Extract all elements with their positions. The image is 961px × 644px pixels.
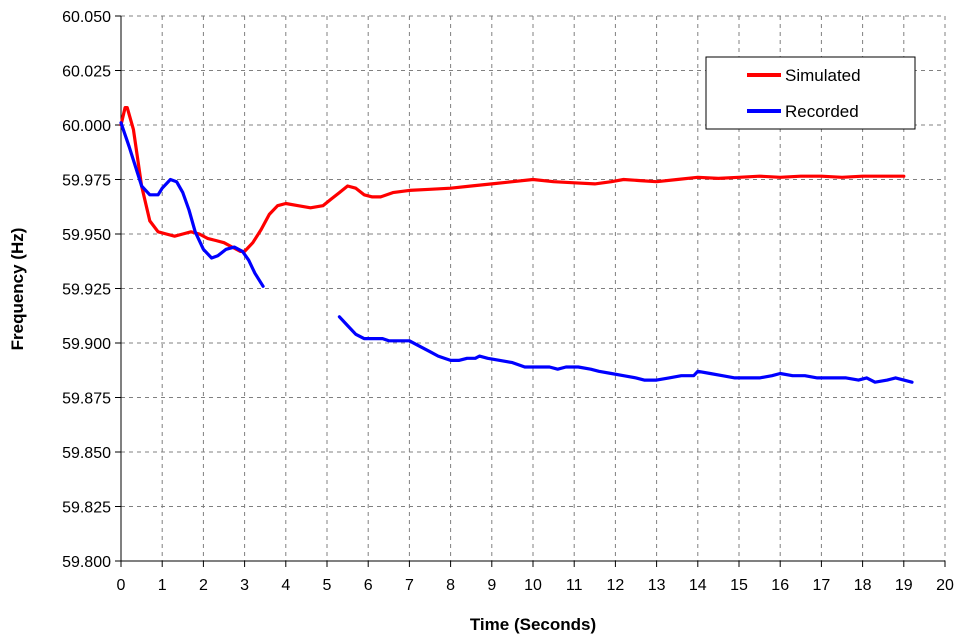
x-tick-label: 8 (446, 577, 455, 594)
x-tick-label: 9 (487, 577, 496, 594)
x-tick-label: 12 (607, 577, 625, 594)
x-tick-label: 6 (364, 577, 373, 594)
y-tick-label: 60.025 (62, 64, 111, 81)
legend-label-simulated: Simulated (785, 66, 861, 85)
y-tick-label: 59.900 (62, 336, 111, 353)
y-tick-label: 59.975 (62, 173, 111, 190)
x-tick-label: 15 (730, 577, 748, 594)
x-tick-label: 17 (813, 577, 831, 594)
x-tick-label: 13 (648, 577, 666, 594)
x-axis-title: Time (Seconds) (470, 615, 596, 634)
axes-layer (115, 15, 946, 567)
x-tick-label: 14 (689, 577, 707, 594)
series-layer (119, 106, 914, 384)
x-tick-label: 10 (524, 577, 542, 594)
y-axis-title: Frequency (Hz) (8, 228, 27, 351)
x-tick-label: 5 (323, 577, 332, 594)
y-tick-label: 60.050 (62, 9, 111, 26)
x-tick-label: 16 (771, 577, 789, 594)
y-tick-label: 59.925 (62, 282, 111, 299)
y-tick-label: 59.875 (62, 391, 111, 408)
y-tick-label: 59.950 (62, 227, 111, 244)
legend-box (705, 56, 916, 130)
x-tick-label: 18 (854, 577, 872, 594)
x-tick-label: 1 (158, 577, 167, 594)
x-tick-label: 20 (936, 577, 954, 594)
y-tick-label: 59.800 (62, 554, 111, 571)
legend-label-recorded: Recorded (785, 102, 859, 121)
series-line-simulated (119, 106, 906, 253)
y-tick-label: 59.825 (62, 500, 111, 517)
x-tick-label: 7 (405, 577, 414, 594)
x-tick-label: 19 (895, 577, 913, 594)
series-line-recorded (337, 315, 914, 384)
y-tick-label: 60.000 (62, 118, 111, 135)
x-tick-label: 11 (566, 577, 583, 594)
x-tick-label: 4 (281, 577, 290, 594)
series-line-recorded (119, 121, 265, 288)
x-tick-label: 0 (117, 577, 126, 594)
legend: Simulated Recorded (705, 56, 916, 130)
x-tick-label: 2 (199, 577, 208, 594)
y-tick-label: 59.850 (62, 445, 111, 462)
tick-labels: 59.800 59.825 59.850 59.875 59.900 59.925 59.9… (62, 9, 954, 594)
x-tick-label: 3 (240, 577, 249, 594)
